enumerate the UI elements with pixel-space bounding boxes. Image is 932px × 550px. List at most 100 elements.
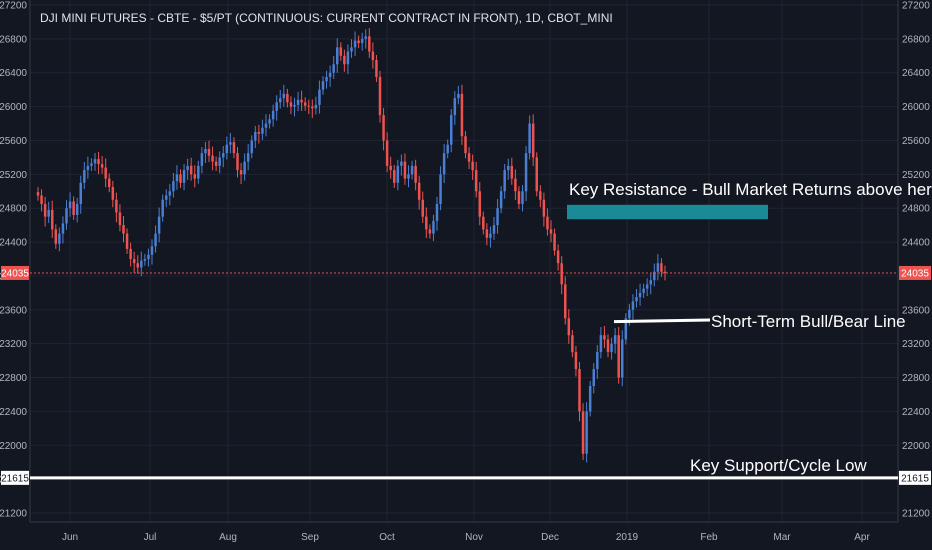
candle-body xyxy=(617,335,620,378)
x-tick: Nov xyxy=(465,532,483,543)
candle-body xyxy=(457,93,460,99)
candle-body xyxy=(239,170,243,175)
y-tick-right: 27200 xyxy=(902,1,930,12)
candle-body xyxy=(86,165,90,171)
y-tick-left: 22400 xyxy=(0,407,27,418)
candle-body xyxy=(403,161,407,179)
candle-body xyxy=(154,233,157,247)
candle-body xyxy=(97,159,100,165)
x-tick: Feb xyxy=(700,532,718,543)
y-tick-left: 24800 xyxy=(0,204,27,215)
candle-body xyxy=(645,284,649,289)
candle-body xyxy=(396,165,400,183)
candle-body xyxy=(58,233,61,244)
candle-body xyxy=(250,140,253,154)
candle-body xyxy=(232,142,236,154)
candle-body xyxy=(360,38,364,44)
candle-body xyxy=(492,225,496,234)
candle-body xyxy=(435,203,439,221)
candle-body xyxy=(531,123,535,158)
support-label-right: 21615 xyxy=(901,473,929,484)
candle-body xyxy=(350,47,353,52)
candle-body xyxy=(218,157,221,166)
candle-body xyxy=(410,165,414,175)
candle-body xyxy=(282,93,286,99)
candle-body xyxy=(193,174,196,179)
x-tick: Sep xyxy=(301,532,319,543)
candle-body xyxy=(275,102,278,111)
candle-body xyxy=(603,335,606,340)
bull-bear-annotation: Short-Term Bull/Bear Line xyxy=(711,312,906,331)
candle-body xyxy=(172,181,175,192)
candle-body xyxy=(389,165,392,171)
candle-body xyxy=(296,99,300,105)
candle-body xyxy=(150,246,154,255)
candle-body xyxy=(474,170,478,192)
candle-body xyxy=(442,153,446,175)
candle-body xyxy=(225,144,229,154)
candle-body xyxy=(482,216,485,230)
candle-body xyxy=(635,297,638,302)
candle-body xyxy=(496,208,499,226)
candle-body xyxy=(393,170,396,183)
y-tick-left: 23200 xyxy=(0,339,27,350)
candle-body xyxy=(40,195,43,204)
bull-bear-line xyxy=(613,318,711,324)
y-tick-right: 25200 xyxy=(902,170,930,181)
y-tick-left: 25200 xyxy=(0,170,27,181)
candle-body xyxy=(122,225,125,234)
candle-body xyxy=(83,170,86,183)
candle-body xyxy=(357,40,360,44)
candle-body xyxy=(464,136,467,154)
candle-body xyxy=(108,178,111,188)
candle-body xyxy=(186,165,189,171)
y-tick-right: 24400 xyxy=(902,238,930,249)
candle-body xyxy=(289,102,293,107)
candle-body xyxy=(211,155,214,162)
candle-body xyxy=(115,199,118,213)
y-tick-right: 26000 xyxy=(902,102,930,113)
candle-body xyxy=(161,199,164,217)
candle-body xyxy=(553,233,556,251)
candle-body xyxy=(653,271,656,281)
candle-body xyxy=(574,352,578,370)
candle-body xyxy=(499,191,503,209)
candle-body xyxy=(343,55,346,65)
x-axis: Jun Jul Aug Sep Oct Nov Dec 2019 Feb Mar Apr xyxy=(62,532,871,543)
candle-body xyxy=(111,187,115,200)
candle-body xyxy=(631,301,635,310)
candle-body xyxy=(346,51,350,65)
resistance-zone xyxy=(567,204,768,220)
last-price-box-left xyxy=(1,265,29,280)
candle-body xyxy=(560,263,563,285)
candle-body xyxy=(599,335,603,353)
y-tick-right: 21200 xyxy=(902,509,930,520)
candle-body xyxy=(478,191,481,217)
candle-body xyxy=(47,209,50,217)
candle-body xyxy=(642,288,645,293)
support-box-left xyxy=(1,470,29,485)
candle-body xyxy=(254,132,257,141)
candle-body xyxy=(660,263,663,272)
candle-body xyxy=(649,280,652,285)
x-tick: 2019 xyxy=(616,532,639,543)
candle-body xyxy=(446,144,449,154)
candle-body xyxy=(439,174,442,204)
candle-body xyxy=(567,318,571,336)
candle-body xyxy=(517,191,521,204)
x-tick: Apr xyxy=(854,532,870,543)
candle-body xyxy=(129,248,132,259)
candle-body xyxy=(54,229,58,244)
candle-body xyxy=(421,199,424,217)
candle-body xyxy=(485,229,489,238)
candle-body xyxy=(229,142,232,145)
candle-body xyxy=(514,178,517,192)
candle-body xyxy=(364,36,367,39)
x-tick: Jun xyxy=(62,532,78,543)
y-tick-left: 24400 xyxy=(0,238,27,249)
y-tick-left: 22800 xyxy=(0,373,27,384)
support-label-left: 21615 xyxy=(1,473,29,484)
y-tick-left: 26000 xyxy=(0,102,27,113)
